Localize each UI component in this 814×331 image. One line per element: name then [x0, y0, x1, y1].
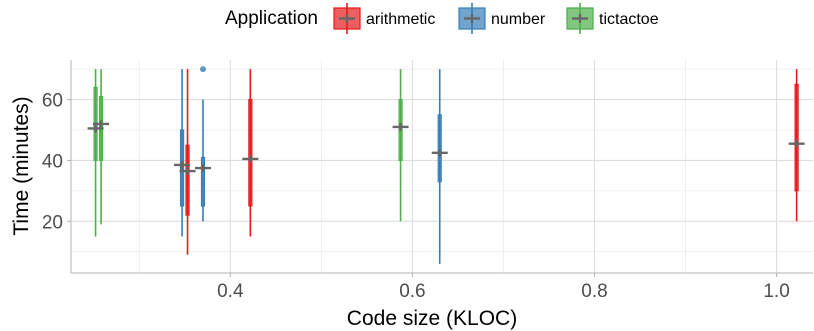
legend-item-arithmetic: arithmetic: [333, 3, 435, 34]
y-tick-label: 20: [42, 212, 63, 233]
y-tick-label: 40: [42, 151, 63, 172]
y-tick-label: 60: [42, 91, 63, 112]
x-axis-title: Code size (KLOC): [347, 307, 517, 330]
box: [437, 114, 442, 183]
y-axis-ticks: 20 40 60: [42, 91, 71, 233]
box: [794, 83, 799, 192]
box-series: [87, 66, 805, 264]
x-tick-label: 0.6: [399, 281, 425, 302]
box: [185, 144, 190, 216]
x-tick-label: 1.0: [763, 281, 789, 302]
x-tick-label: 0.8: [581, 281, 607, 302]
gridlines: [71, 60, 813, 273]
box: [248, 99, 253, 207]
legend-title: Application: [225, 8, 318, 29]
y-axis-title: Time (minutes): [10, 96, 33, 235]
legend: Application arithmetic number tictactoe: [225, 3, 659, 34]
legend-label-tictactoe: tictactoe: [599, 11, 659, 28]
legend-item-tictactoe: tictactoe: [566, 3, 659, 34]
legend-label-arithmetic: arithmetic: [366, 11, 435, 28]
legend-item-number: number: [458, 3, 546, 34]
panel-background: [71, 60, 813, 273]
legend-label-number: number: [491, 11, 546, 28]
outlier-point: [200, 66, 207, 73]
box: [200, 156, 206, 207]
series-arithmetic: [185, 69, 799, 255]
plot-panel: [70, 60, 813, 274]
x-axis-ticks: 0.4 0.6 0.8 1.0: [217, 273, 790, 302]
x-tick-label: 0.4: [217, 281, 244, 302]
